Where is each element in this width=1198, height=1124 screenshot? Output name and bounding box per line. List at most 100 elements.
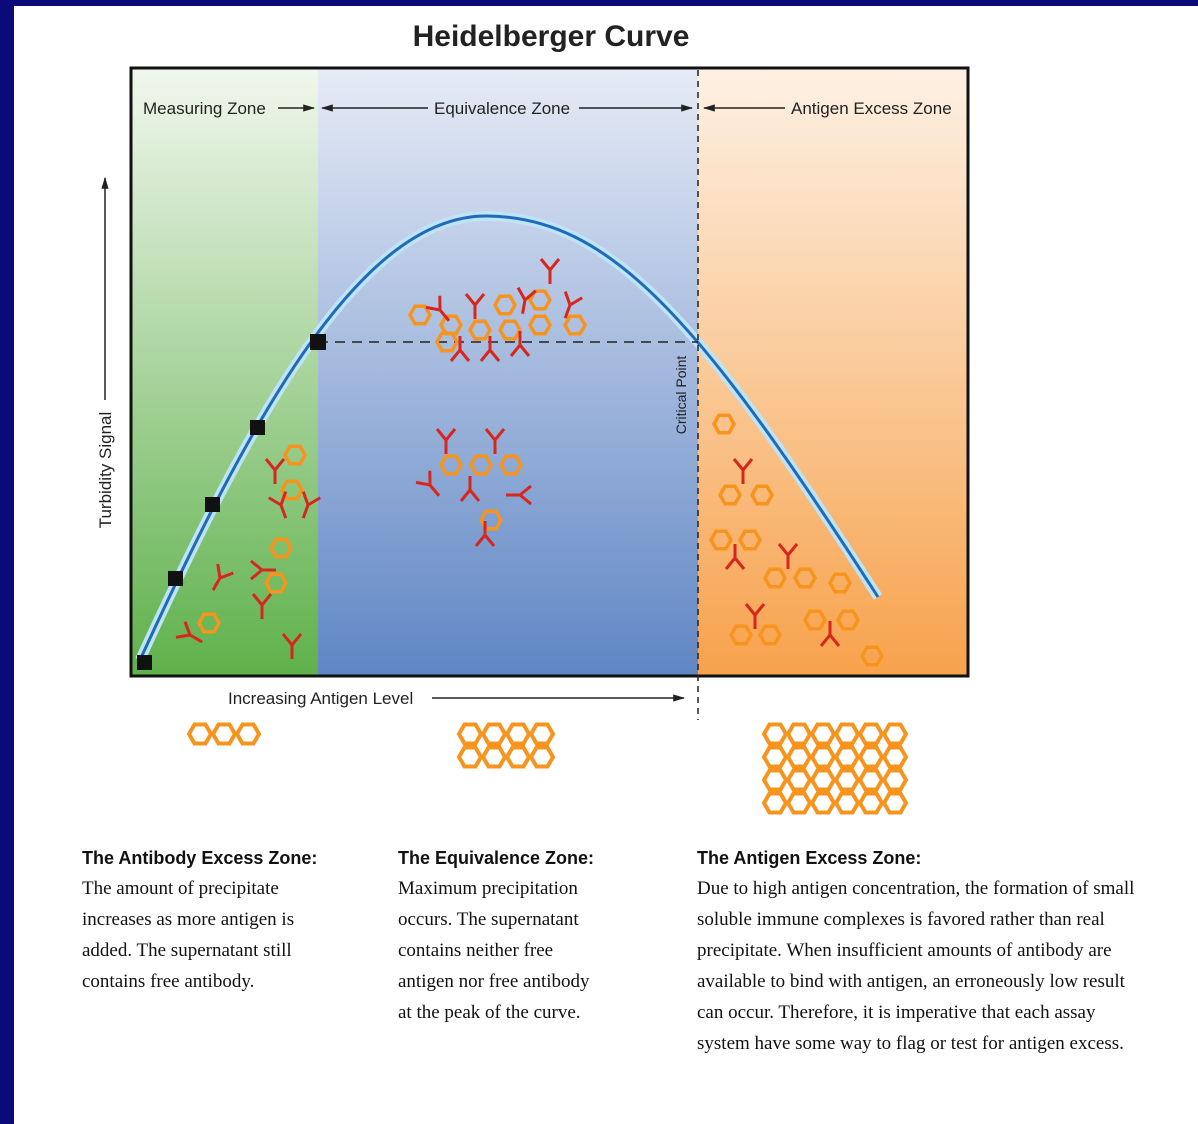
antibody-shape xyxy=(425,295,451,322)
description-line: Due to high antigen concentration, the f… xyxy=(697,878,1134,899)
x-axis-label: Increasing Antigen Level xyxy=(228,689,413,708)
antigen xyxy=(434,331,460,353)
antibody-shape xyxy=(435,428,457,454)
point xyxy=(310,334,326,350)
antigen xyxy=(497,319,523,341)
antibody xyxy=(251,593,273,619)
antigen xyxy=(480,745,508,769)
antigen xyxy=(196,612,222,634)
antigen xyxy=(456,722,484,746)
critical-point-label: Critical Point xyxy=(673,356,689,435)
antigen xyxy=(761,722,789,746)
antibody xyxy=(425,295,451,322)
description-line: at the peak of the curve. xyxy=(398,1002,581,1023)
antibody xyxy=(250,559,276,581)
antibody xyxy=(516,286,537,315)
antigen xyxy=(785,768,813,792)
antigen xyxy=(859,645,885,667)
antigen xyxy=(827,572,853,594)
antibody xyxy=(268,491,288,519)
antibody xyxy=(509,331,531,357)
antibody-shape xyxy=(516,286,537,315)
antibody xyxy=(415,470,441,497)
molecules xyxy=(175,258,909,815)
antigen xyxy=(717,484,743,506)
antibody xyxy=(459,476,481,502)
antigen xyxy=(757,624,783,646)
antibody-shape xyxy=(449,336,471,362)
antigen xyxy=(468,454,494,476)
description-heading: The Equivalence Zone: xyxy=(398,848,594,868)
antigen xyxy=(708,529,734,551)
antibody xyxy=(563,291,583,319)
antigen xyxy=(234,722,262,746)
frame-left xyxy=(0,0,14,1124)
antibody xyxy=(506,484,532,506)
zone-label: Measuring Zone xyxy=(143,99,266,118)
antigen xyxy=(857,768,885,792)
antigen xyxy=(785,791,813,815)
antibody-shape xyxy=(506,484,532,506)
antibody-shape xyxy=(459,476,481,502)
antigen xyxy=(785,745,813,769)
title: Heidelberger Curve xyxy=(413,20,690,53)
antibody xyxy=(211,563,234,591)
antibody-shape xyxy=(732,458,754,484)
antigen xyxy=(749,484,775,506)
antibody-shape xyxy=(250,559,276,581)
antigen xyxy=(480,722,508,746)
antibody-shape xyxy=(744,603,766,629)
antigen xyxy=(857,722,885,746)
description-line: contains free antibody. xyxy=(82,971,254,992)
point xyxy=(137,655,152,670)
antibody xyxy=(474,521,496,547)
description-heading: The Antibody Excess Zone: xyxy=(82,848,317,868)
zone-label: Equivalence Zone xyxy=(434,99,570,118)
equivalence-zone-bg xyxy=(318,68,698,676)
frame-top xyxy=(0,0,1198,6)
antigen xyxy=(438,314,464,336)
antigen xyxy=(762,567,788,589)
antibody-shape xyxy=(301,491,321,519)
point xyxy=(205,497,220,512)
antigen xyxy=(528,722,556,746)
point xyxy=(250,420,265,435)
antigen xyxy=(809,722,837,746)
antigen xyxy=(761,768,789,792)
plot-frame xyxy=(129,66,970,678)
description-line: system have some way to flag or test for… xyxy=(697,1033,1124,1054)
antibody-shape xyxy=(484,428,506,454)
description-line: available to bind with antigen, an erron… xyxy=(697,971,1126,992)
antigen xyxy=(492,294,518,316)
antigen xyxy=(785,722,813,746)
description-line: antigen nor free antibody xyxy=(398,971,590,992)
antigen xyxy=(881,768,909,792)
antibody xyxy=(264,458,286,484)
curve xyxy=(138,214,880,661)
antigen xyxy=(802,609,828,631)
antibody xyxy=(539,258,561,284)
antibody xyxy=(819,621,841,647)
antigen xyxy=(562,314,588,336)
antibody xyxy=(724,544,746,570)
antibody xyxy=(281,633,303,659)
antigen xyxy=(737,529,763,551)
antibody-shape xyxy=(563,291,583,319)
antigen xyxy=(809,745,837,769)
antigen xyxy=(279,479,305,501)
antigen xyxy=(881,791,909,815)
antibody-shape xyxy=(415,470,441,497)
description-line: contains neither free xyxy=(398,940,553,961)
antigen xyxy=(761,791,789,815)
description-heading: The Antigen Excess Zone: xyxy=(697,848,921,868)
zone-label: Antigen Excess Zone xyxy=(791,99,952,118)
antibody-shape xyxy=(539,258,561,284)
description-line: soluble immune complexes is favored rath… xyxy=(697,909,1105,930)
antibody xyxy=(464,293,486,319)
antigen xyxy=(186,722,214,746)
antibody xyxy=(744,603,766,629)
antibody-shape xyxy=(777,543,799,569)
description-line: precipitate. When insufficient amounts o… xyxy=(697,940,1112,961)
